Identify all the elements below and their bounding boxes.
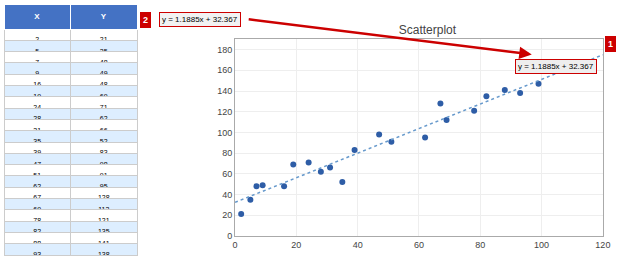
svg-text:95: 95 xyxy=(99,183,108,191)
svg-text:31: 31 xyxy=(33,126,42,134)
svg-text:48: 48 xyxy=(99,81,108,89)
svg-text:78: 78 xyxy=(33,217,42,225)
svg-text:160: 160 xyxy=(217,65,232,75)
svg-text:88: 88 xyxy=(33,239,42,247)
svg-text:100: 100 xyxy=(534,240,549,250)
svg-text:Y: Y xyxy=(101,12,107,21)
svg-text:141: 141 xyxy=(97,239,110,247)
svg-text:7: 7 xyxy=(35,58,40,66)
svg-text:5: 5 xyxy=(35,47,40,55)
svg-text:71: 71 xyxy=(99,104,108,112)
svg-text:62: 62 xyxy=(33,183,42,191)
svg-text:49: 49 xyxy=(99,70,108,78)
svg-text:60: 60 xyxy=(414,240,424,250)
svg-text:40: 40 xyxy=(353,240,363,250)
svg-text:y = 1.1885x + 32.367: y = 1.1885x + 32.367 xyxy=(162,15,238,24)
svg-text:83: 83 xyxy=(99,149,108,157)
svg-text:20: 20 xyxy=(222,210,232,220)
svg-text:24: 24 xyxy=(33,104,42,112)
svg-text:20: 20 xyxy=(291,240,301,250)
svg-text:47: 47 xyxy=(33,160,42,168)
svg-text:69: 69 xyxy=(99,92,108,100)
svg-text:112: 112 xyxy=(98,205,110,213)
svg-text:X: X xyxy=(34,12,40,21)
svg-text:9: 9 xyxy=(35,70,40,78)
svg-text:91: 91 xyxy=(99,171,108,179)
svg-text:Scatterplot: Scatterplot xyxy=(399,23,457,37)
svg-text:48: 48 xyxy=(99,58,108,66)
svg-text:y = 1.1885x + 32.367: y = 1.1885x + 32.367 xyxy=(518,62,594,71)
svg-text:60: 60 xyxy=(222,169,232,179)
svg-text:128: 128 xyxy=(97,194,110,202)
svg-text:0: 0 xyxy=(233,240,238,250)
svg-text:21: 21 xyxy=(99,36,108,44)
svg-text:80: 80 xyxy=(475,240,485,250)
svg-text:2: 2 xyxy=(35,36,40,44)
svg-text:39: 39 xyxy=(33,149,42,157)
svg-text:98: 98 xyxy=(99,160,108,168)
svg-text:121: 121 xyxy=(97,217,110,225)
svg-text:35: 35 xyxy=(33,137,42,145)
svg-text:66: 66 xyxy=(99,126,108,134)
svg-text:2: 2 xyxy=(143,15,148,25)
svg-text:35: 35 xyxy=(99,47,108,55)
svg-text:52: 52 xyxy=(99,137,108,145)
svg-text:80: 80 xyxy=(222,148,232,158)
svg-text:51: 51 xyxy=(33,171,42,179)
svg-text:140: 140 xyxy=(217,86,232,96)
svg-text:135: 135 xyxy=(97,228,110,236)
svg-text:120: 120 xyxy=(595,240,610,250)
svg-text:69: 69 xyxy=(33,205,42,213)
svg-text:100: 100 xyxy=(217,128,232,138)
svg-text:120: 120 xyxy=(217,107,232,117)
svg-text:62: 62 xyxy=(99,115,108,123)
svg-text:16: 16 xyxy=(33,81,42,89)
svg-text:1: 1 xyxy=(608,39,613,49)
svg-text:82: 82 xyxy=(33,228,42,236)
svg-text:28: 28 xyxy=(33,115,42,123)
svg-text:0: 0 xyxy=(227,231,232,241)
svg-text:180: 180 xyxy=(217,45,232,55)
svg-text:40: 40 xyxy=(222,190,232,200)
svg-text:67: 67 xyxy=(33,194,42,202)
svg-text:19: 19 xyxy=(33,92,42,100)
